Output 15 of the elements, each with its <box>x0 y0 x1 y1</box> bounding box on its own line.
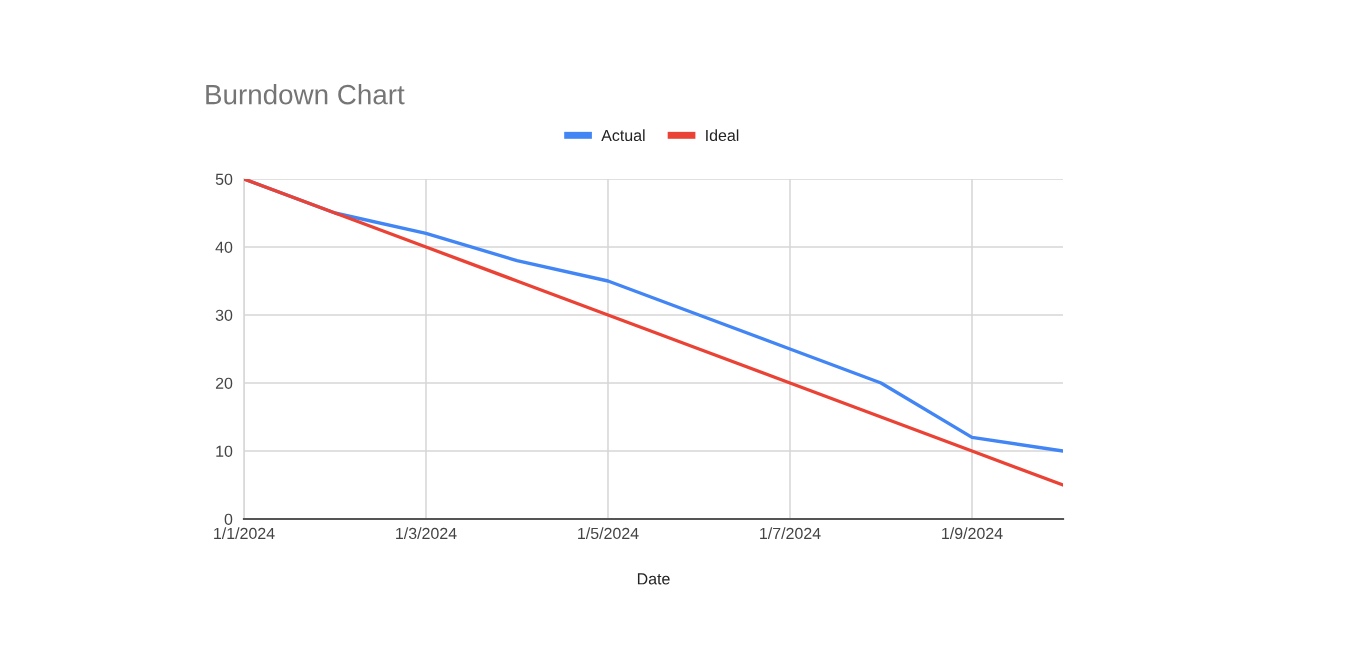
x-tick-label: 1/5/2024 <box>578 527 639 540</box>
y-tick-label: 10 <box>216 445 233 457</box>
y-tick-label: 0 <box>224 513 233 525</box>
y-tick-label: 20 <box>215 377 233 389</box>
y-tick-label: 30 <box>215 309 233 321</box>
x-tick-label: 1/3/2024 <box>396 527 457 540</box>
x-tick-label: 1/1/2024 <box>214 527 275 540</box>
y-tick-label: 40 <box>215 241 233 253</box>
legend-label: Ideal <box>706 129 739 142</box>
x-tick-label: 1/7/2024 <box>760 527 821 540</box>
legend-label: Actual <box>601 129 645 142</box>
chart-title: Burndown Chart <box>206 84 405 105</box>
y-tick-label: 50 <box>215 173 233 185</box>
x-tick-label: 1/9/2024 <box>942 527 1003 540</box>
x-axis-title: Date <box>637 573 670 585</box>
